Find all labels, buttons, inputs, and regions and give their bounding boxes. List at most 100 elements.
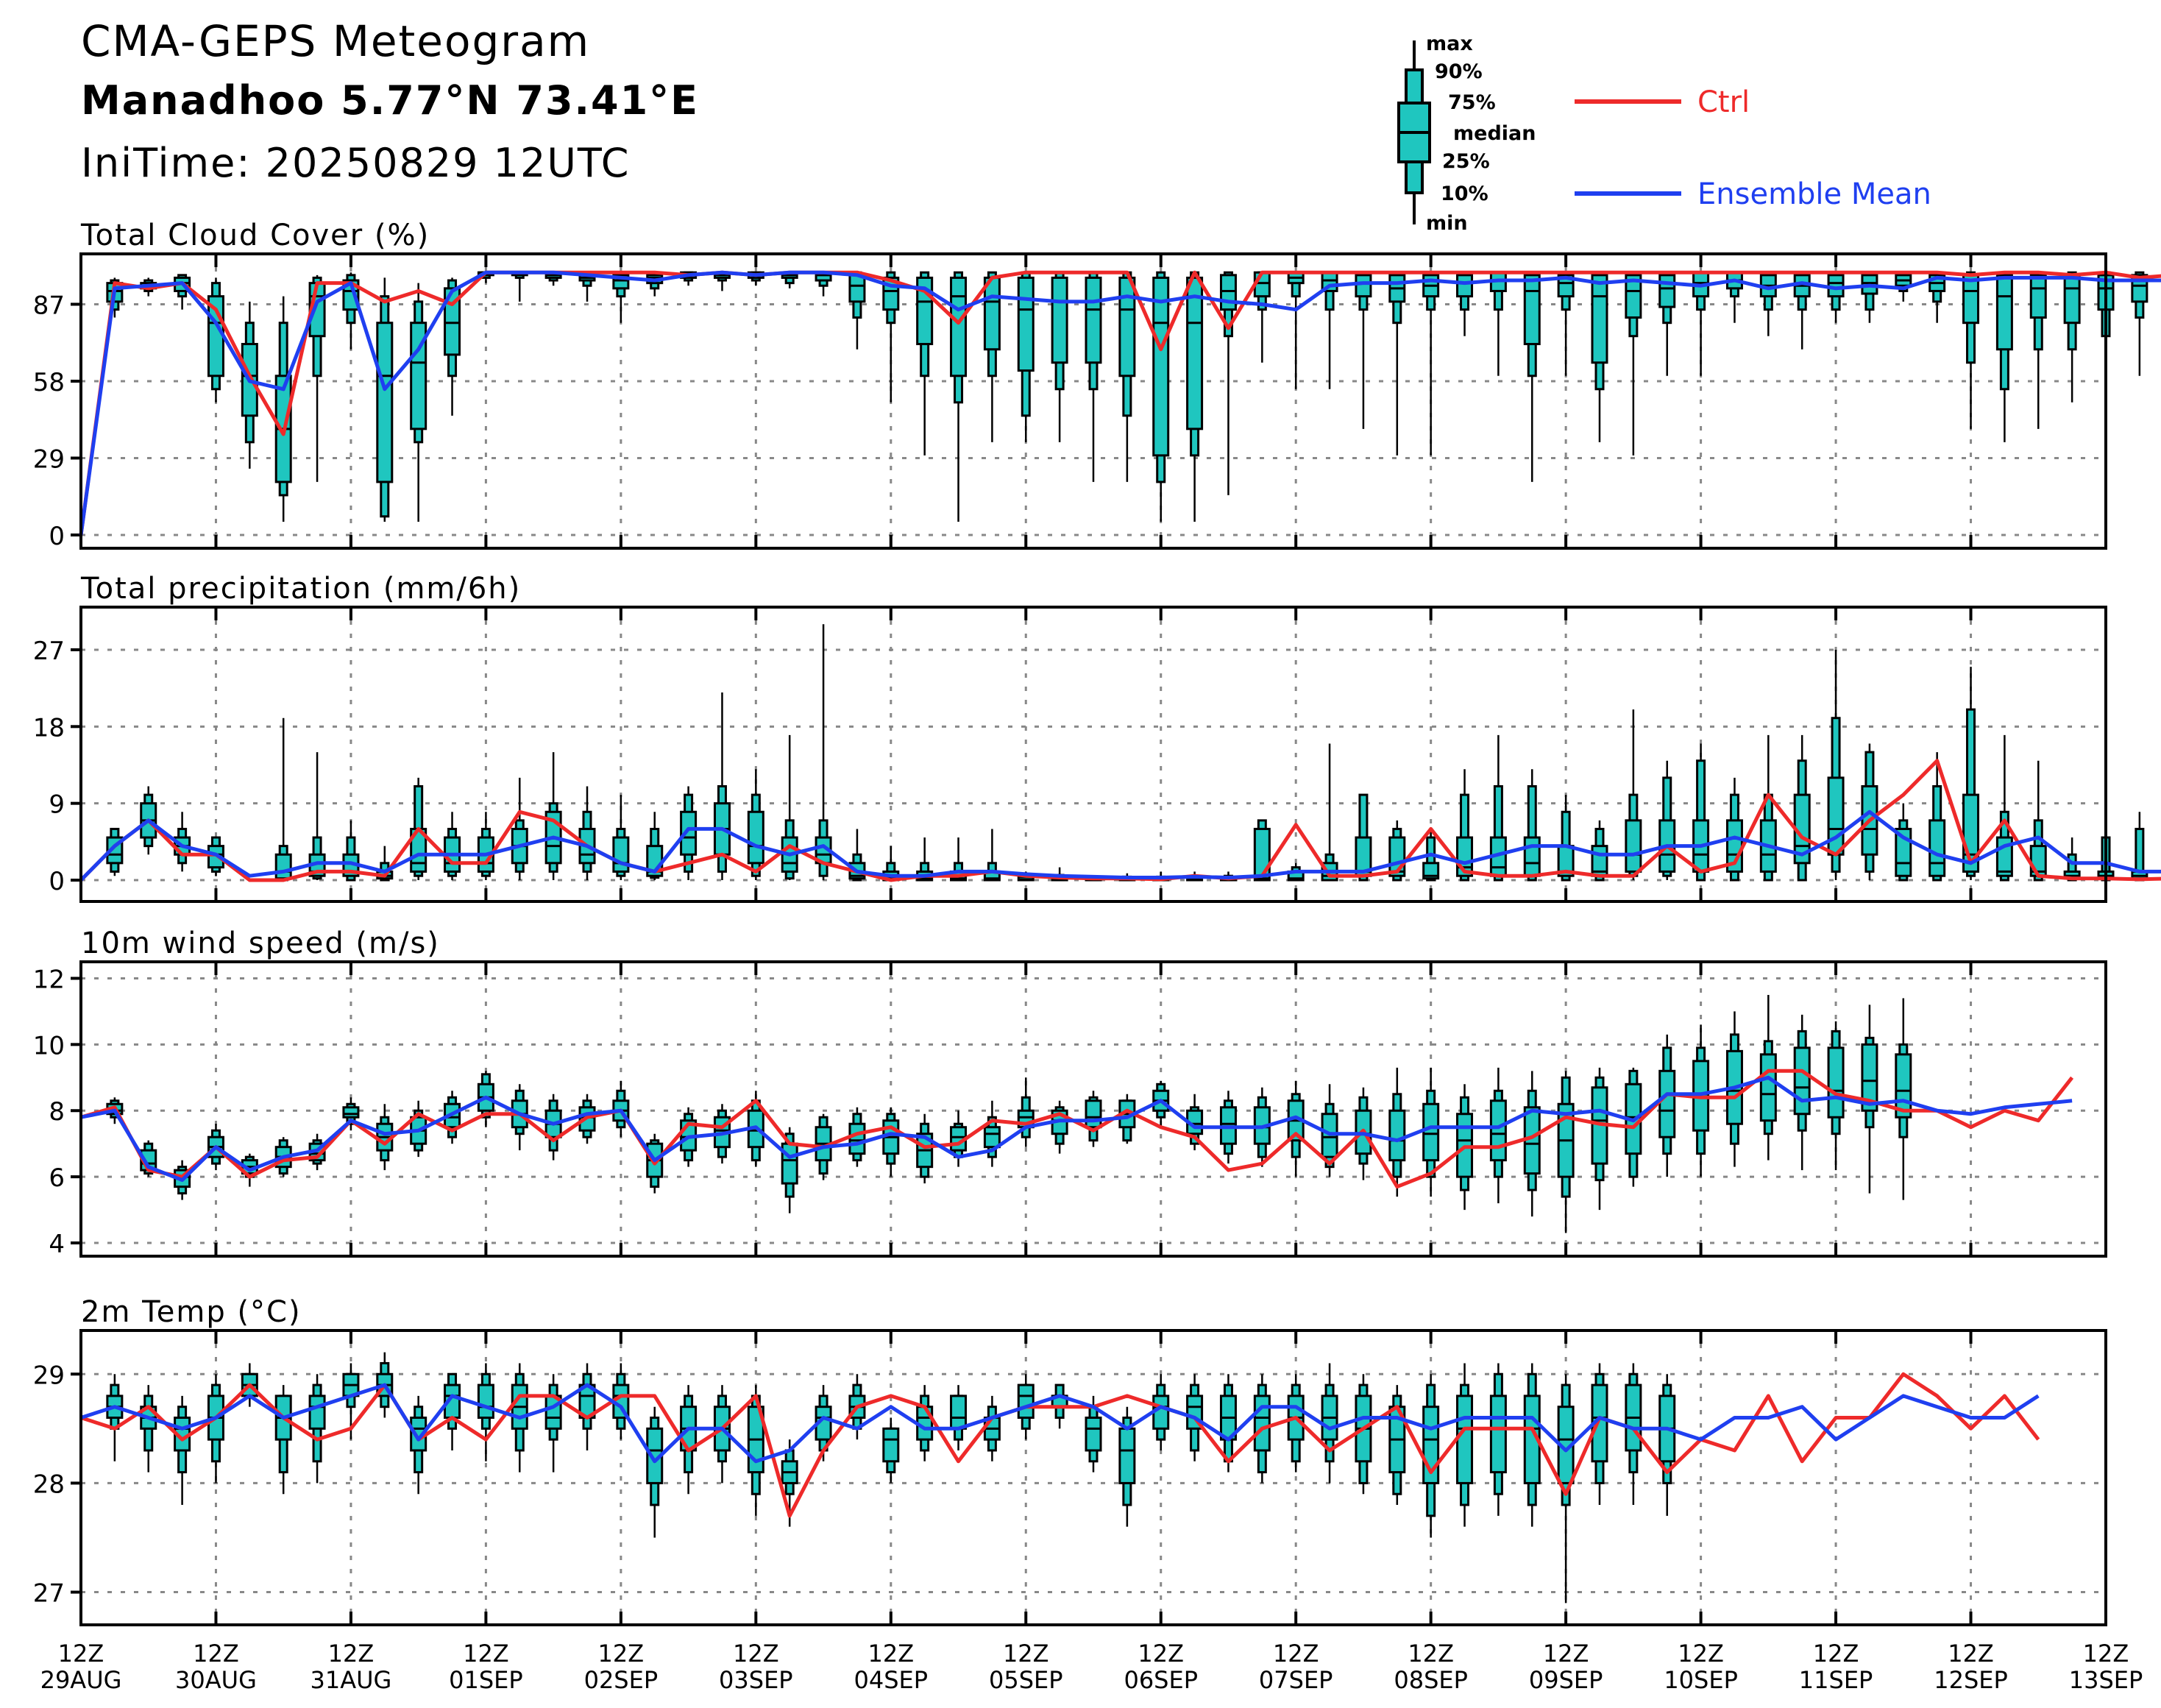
box-iqr — [342, 1106, 360, 1119]
x-tick-label-hour: 12Z — [193, 1640, 239, 1668]
y-tick-label: 87 — [33, 291, 65, 320]
box-28 — [1017, 1077, 1035, 1147]
box-3 — [174, 1395, 191, 1506]
legend-label-3: median — [1453, 122, 1536, 145]
x-tick-label-date: 30AUG — [175, 1666, 257, 1694]
panel-title-1: Total precipitation (mm/6h) — [80, 572, 521, 606]
box-iqr — [1591, 274, 1608, 364]
box-17 — [646, 1406, 664, 1538]
box-iqr — [1456, 274, 1474, 298]
box-33 — [1186, 271, 1204, 522]
box-iqr — [1388, 1109, 1406, 1162]
box-22 — [815, 624, 832, 881]
ctrl-series-line — [79, 759, 2161, 882]
box-iqr — [1658, 1069, 1676, 1138]
box-48 — [1692, 271, 1710, 376]
box-12 — [477, 812, 494, 881]
box-14 — [544, 1374, 562, 1473]
box-iqr — [1253, 827, 1271, 882]
box-iqr — [747, 810, 764, 865]
box-17 — [646, 271, 664, 297]
panel-frame — [79, 1329, 2107, 1626]
x-tick-label-date: 02SEP — [584, 1666, 659, 1694]
box-6 — [274, 717, 292, 882]
box-iqr — [1827, 776, 1845, 856]
box-iqr — [1355, 274, 1372, 298]
box-44 — [1557, 1374, 1575, 1604]
box-6 — [274, 1385, 292, 1495]
box-21 — [781, 734, 798, 881]
box-iqr — [781, 1142, 798, 1185]
box-iqr — [950, 1395, 968, 1430]
box-9 — [376, 277, 394, 522]
box-51 — [1793, 734, 1811, 882]
x-tick-label-hour: 12Z — [58, 1640, 104, 1668]
box-41 — [1456, 1363, 1474, 1527]
y-tick-label: 0 — [49, 867, 65, 896]
box-38 — [1355, 271, 1372, 429]
station-location: Manadhoo 5.77°N 73.41°E — [81, 77, 700, 124]
box-39 — [1388, 271, 1406, 456]
box-10 — [410, 1395, 427, 1495]
box-56 — [1962, 667, 1980, 881]
legend-label-6: min — [1426, 212, 1468, 235]
box-iqr — [2063, 274, 2081, 325]
box-4 — [207, 277, 224, 403]
box-45 — [1591, 820, 1608, 882]
box-iqr — [274, 853, 292, 880]
x-tick-label-hour: 12Z — [598, 1640, 645, 1668]
box-43 — [1523, 769, 1541, 882]
box-iqr — [1962, 274, 1980, 325]
box-iqr — [1085, 1099, 1102, 1129]
box-iqr — [1017, 276, 1035, 372]
box-11 — [444, 277, 461, 416]
x-tick-label-date: 06SEP — [1124, 1666, 1198, 1694]
box-29 — [1051, 271, 1068, 442]
box-iqr — [444, 287, 461, 356]
box-57 — [1995, 271, 2013, 442]
legend-label-4: 25% — [1442, 150, 1490, 173]
box-iqr — [1219, 274, 1237, 311]
x-tick-label-date: 08SEP — [1394, 1666, 1468, 1694]
box-7 — [308, 274, 326, 482]
box-52 — [1827, 271, 1845, 323]
x-tick-label-date: 07SEP — [1259, 1666, 1333, 1694]
box-13 — [511, 271, 528, 302]
box-43 — [1523, 1071, 1541, 1217]
legend-label-0: max — [1426, 32, 1473, 55]
y-tick-label: 29 — [33, 1361, 65, 1390]
box-iqr — [410, 322, 427, 430]
box-22 — [815, 271, 832, 297]
box-2 — [140, 1385, 157, 1473]
x-tick-label-hour: 12Z — [1273, 1640, 1319, 1668]
y-tick-label: 27 — [33, 1579, 65, 1609]
box-55 — [1928, 752, 1946, 882]
x-tick-label-date: 01SEP — [449, 1666, 523, 1694]
box-iqr — [1489, 1395, 1507, 1474]
ensemble-mean-line — [80, 1383, 2040, 1464]
box-16 — [612, 1363, 630, 1440]
box-21 — [781, 271, 798, 288]
y-tick-label: 29 — [33, 444, 65, 474]
box-44 — [1557, 271, 1575, 376]
box-40 — [1422, 271, 1440, 456]
box-iqr — [1523, 836, 1541, 877]
box-47 — [1658, 1374, 1676, 1516]
box-iqr — [680, 810, 698, 856]
y-tick-label: 9 — [49, 790, 65, 820]
x-tick-label-date: 12SEP — [1934, 1666, 2008, 1694]
box-p10-p90 — [1493, 784, 1503, 882]
box-24 — [882, 271, 900, 403]
x-tick-label-hour: 12Z — [1813, 1640, 1859, 1668]
box-31 — [1118, 271, 1136, 482]
box-iqr — [950, 276, 968, 378]
box-7 — [308, 752, 326, 881]
box-iqr — [376, 322, 394, 483]
box-25 — [916, 1113, 934, 1184]
box-11 — [444, 812, 461, 881]
box-25 — [916, 271, 934, 456]
x-tick-label-date: 10SEP — [1664, 1666, 1738, 1694]
x-tick-label-hour: 12Z — [1543, 1640, 1589, 1668]
